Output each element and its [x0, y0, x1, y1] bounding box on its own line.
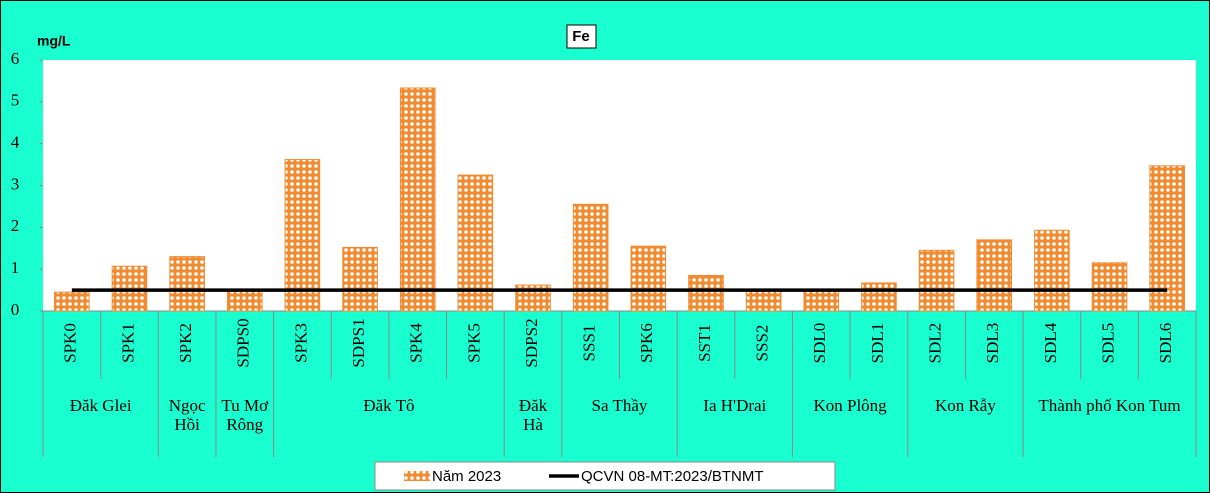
x-tick-label: SDL0: [810, 323, 829, 364]
x-tick-label: SSS2: [753, 325, 772, 362]
y-tick-label: 4: [11, 133, 20, 152]
x-tick-label: SPK0: [61, 323, 80, 363]
group-label: Sa Thầy: [591, 396, 648, 415]
x-tick-label: SPK6: [637, 323, 656, 363]
group-label: Kon Rẫy: [934, 396, 996, 415]
x-tick-label: SDL2: [925, 323, 944, 364]
legend-box: [374, 461, 836, 491]
bar: [918, 249, 955, 312]
bar: [1034, 229, 1070, 312]
x-tick-label: SSS1: [580, 325, 599, 362]
x-tick-label: SDL1: [868, 323, 887, 364]
group-label: Tu Mơ Rông: [221, 396, 269, 434]
bar: [572, 203, 609, 312]
group-label: Ia H'Drai: [703, 396, 767, 415]
x-tick-label: SDL3: [983, 323, 1002, 364]
plot-area: [43, 60, 1196, 311]
x-tick-label: SPK5: [464, 323, 483, 363]
chart-title: Fe: [572, 28, 590, 45]
bar: [861, 282, 897, 312]
bar: [688, 274, 724, 312]
legend-label: Năm 2023: [432, 468, 501, 485]
y-tick-label: 6: [11, 49, 20, 68]
y-tick-label: 5: [11, 91, 20, 110]
x-tick-label: SDL5: [1098, 323, 1117, 364]
group-label: Thành phố Kon Tum: [1038, 396, 1181, 415]
x-tick-label: SDL4: [1041, 322, 1060, 363]
bar: [399, 87, 436, 312]
title-box: [566, 24, 597, 49]
bar: [745, 289, 782, 312]
bar: [284, 159, 321, 312]
legend-swatch: [404, 471, 430, 481]
bar: [803, 289, 840, 312]
bar: [1091, 262, 1128, 312]
x-tick-label: SPK1: [118, 323, 137, 363]
x-tick-label: SDPS1: [349, 318, 368, 367]
group-label: Đăk Glei: [69, 396, 132, 415]
group-label: Kon Plông: [813, 396, 887, 415]
x-tick-label: SPK4: [407, 323, 426, 363]
x-tick-label: SPK2: [176, 323, 195, 363]
bar: [1149, 165, 1185, 312]
group-label: Đăk Hà: [518, 396, 548, 434]
y-tick-label: 1: [11, 258, 20, 277]
bar: [342, 246, 378, 312]
y-tick-label: 3: [11, 174, 20, 193]
x-tick-label: SDPS0: [234, 318, 253, 367]
y-axis-label: mg/L: [37, 33, 71, 49]
legend-label: QCVN 08-MT:2023/BTNMT: [581, 468, 764, 485]
bar: [630, 245, 667, 312]
x-tick-label: SDL6: [1156, 323, 1175, 364]
x-tick-label: SPK3: [291, 323, 310, 363]
group-label: Đăk Tô: [363, 396, 415, 415]
bar: [54, 291, 90, 312]
bar: [976, 239, 1013, 312]
x-tick-label: SST1: [695, 324, 714, 362]
bar: [169, 256, 205, 312]
group-label: Ngọc Hồi: [168, 396, 206, 434]
y-tick-label: 2: [11, 216, 20, 235]
y-tick-label: 0: [11, 300, 20, 319]
x-tick-label: SDPS2: [522, 318, 541, 367]
bar: [226, 289, 263, 312]
